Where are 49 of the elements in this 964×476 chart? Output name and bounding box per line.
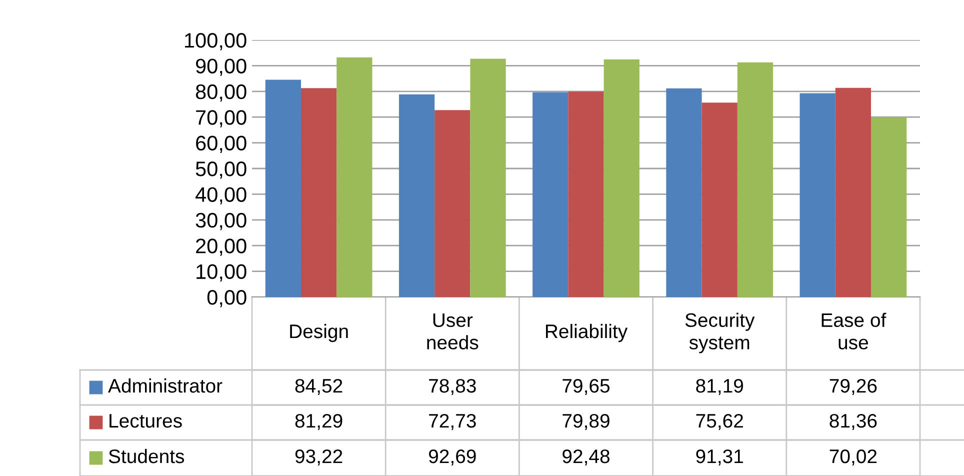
data-label: 79,89 [562, 414, 610, 430]
bar [434, 110, 470, 297]
y-tick-label: 50,00 [196, 162, 246, 179]
data-label: 72,73 [429, 414, 476, 430]
bar [737, 62, 774, 297]
y-tick-label: 90,00 [196, 58, 246, 76]
bar [666, 88, 702, 297]
legend-label: Lectures [110, 414, 182, 428]
data-label: 91,31 [696, 449, 743, 466]
data-label: 81,29 [295, 414, 342, 430]
data-label: 79,65 [562, 378, 610, 396]
y-tick-label: 10,00 [196, 264, 246, 282]
y-tick-label: 20,00 [196, 238, 246, 256]
data-label: 78,83 [429, 378, 476, 396]
y-tick-label: 60,00 [196, 136, 246, 154]
bar [835, 88, 872, 297]
bar [532, 92, 568, 297]
y-tick-label: 40,00 [195, 187, 246, 204]
bar [568, 92, 604, 297]
data-label: 81,36 [830, 414, 877, 430]
x-tick-label: User needs [427, 313, 478, 350]
data-label: 93,22 [295, 449, 342, 466]
x-tick-label: Ease of use [822, 312, 886, 350]
y-tick-label: 70,00 [196, 110, 246, 128]
data-label: 81,19 [696, 378, 744, 396]
bar [800, 93, 836, 297]
x-tick-label: Security system [685, 312, 755, 354]
bar [702, 102, 738, 297]
data-label: 92,69 [428, 449, 476, 466]
data-label: 79,26 [830, 378, 877, 396]
legend-label: Administrator [108, 378, 222, 393]
y-tick-label: 30,00 [196, 212, 246, 230]
bar [470, 58, 506, 297]
bar [398, 94, 435, 297]
y-tick-label: 100,00 [185, 33, 246, 50]
x-tick-label: Reliability [546, 324, 628, 342]
x-tick-label: Design [290, 324, 348, 342]
bar [604, 59, 640, 297]
data-label: 84,52 [295, 378, 342, 396]
bar [871, 117, 907, 297]
legend-label: Students [108, 448, 184, 464]
y-tick-label: 0,00 [207, 290, 246, 308]
bar [300, 88, 337, 297]
bar [265, 80, 301, 297]
bar [336, 57, 372, 297]
y-tick-label: 80,00 [196, 84, 246, 102]
data-label: 92,48 [562, 449, 610, 466]
data-label: 70,02 [830, 449, 877, 466]
data-label: 75,62 [696, 414, 743, 430]
